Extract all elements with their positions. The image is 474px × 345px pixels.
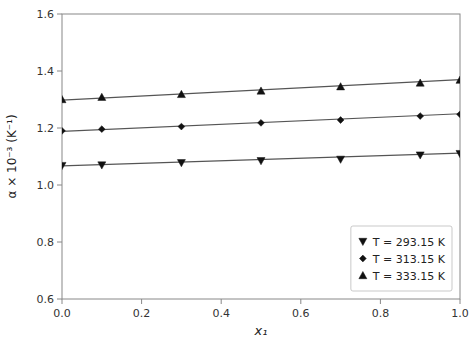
legend: T = 293.15 K T = 313.15 K T = 333.15 K — [351, 226, 452, 291]
x-tick — [221, 299, 222, 304]
x-tick-label: 0.0 — [53, 307, 71, 320]
fit-line — [62, 114, 460, 132]
x-tick-label: 0.2 — [133, 307, 151, 320]
plot-area — [62, 76, 460, 169]
y-tick-label: 1.0 — [37, 179, 55, 192]
x-tick-label: 1.0 — [451, 307, 469, 320]
point — [98, 126, 105, 133]
point — [456, 76, 460, 83]
scatter-series — [62, 111, 460, 134]
x-tick-label: 0.6 — [292, 307, 310, 320]
legend-label: T = 313.15 K — [372, 253, 446, 266]
legend-label: T = 293.15 K — [372, 236, 446, 249]
y-tick — [57, 128, 62, 129]
y-tick — [57, 299, 62, 300]
point — [457, 111, 460, 118]
legend-marker — [359, 272, 367, 279]
point — [417, 113, 424, 120]
legend-label: T = 333.15 K — [372, 270, 446, 283]
legend-box — [351, 226, 452, 291]
scatter-series — [62, 76, 460, 103]
scatter-series — [62, 150, 460, 169]
x-tick — [62, 299, 63, 304]
point — [257, 87, 265, 94]
axes: 0.0 0.2 0.4 0.6 0.8 1.0 0.6 0.8 1.0 1.2 1.4 1.6 — [37, 8, 469, 320]
point — [337, 117, 344, 124]
fit-line — [62, 80, 460, 101]
point — [416, 79, 424, 86]
point — [178, 123, 185, 130]
point — [98, 93, 106, 100]
point — [258, 119, 265, 126]
y-tick-label: 1.6 — [37, 8, 55, 21]
point — [456, 150, 460, 157]
x-tick — [380, 299, 381, 304]
legend-marker — [359, 255, 366, 262]
legend-marker — [359, 238, 367, 245]
y-tick-label: 1.2 — [37, 122, 55, 135]
y-tick — [57, 14, 62, 15]
x-tick-label: 0.8 — [372, 307, 390, 320]
point — [62, 162, 66, 169]
fit-line — [62, 153, 460, 166]
y-tick — [57, 242, 62, 243]
x-tick — [141, 299, 142, 304]
plot-frame — [62, 14, 460, 299]
y-tick-label: 0.6 — [37, 293, 55, 306]
point — [62, 96, 66, 103]
y-axis-label: α × 10⁻³ (K⁻¹) — [5, 114, 19, 198]
point — [257, 158, 265, 165]
point — [62, 127, 65, 134]
point — [416, 152, 424, 159]
y-tick — [57, 71, 62, 72]
x-tick-label: 0.4 — [212, 307, 230, 320]
point — [337, 156, 345, 163]
x-tick — [300, 299, 301, 304]
point — [337, 83, 345, 90]
y-tick-label: 0.8 — [37, 236, 55, 249]
x-tick — [460, 299, 461, 304]
y-tick-label: 1.4 — [37, 65, 55, 78]
x-axis-label: x₁ — [254, 323, 268, 338]
y-tick — [57, 185, 62, 186]
point — [177, 90, 185, 97]
point — [98, 162, 106, 169]
chart: 0.0 0.2 0.4 0.6 0.8 1.0 0.6 0.8 1.0 1.2 1.4 1.6 x₁ α … — [0, 0, 474, 345]
point — [177, 160, 185, 167]
